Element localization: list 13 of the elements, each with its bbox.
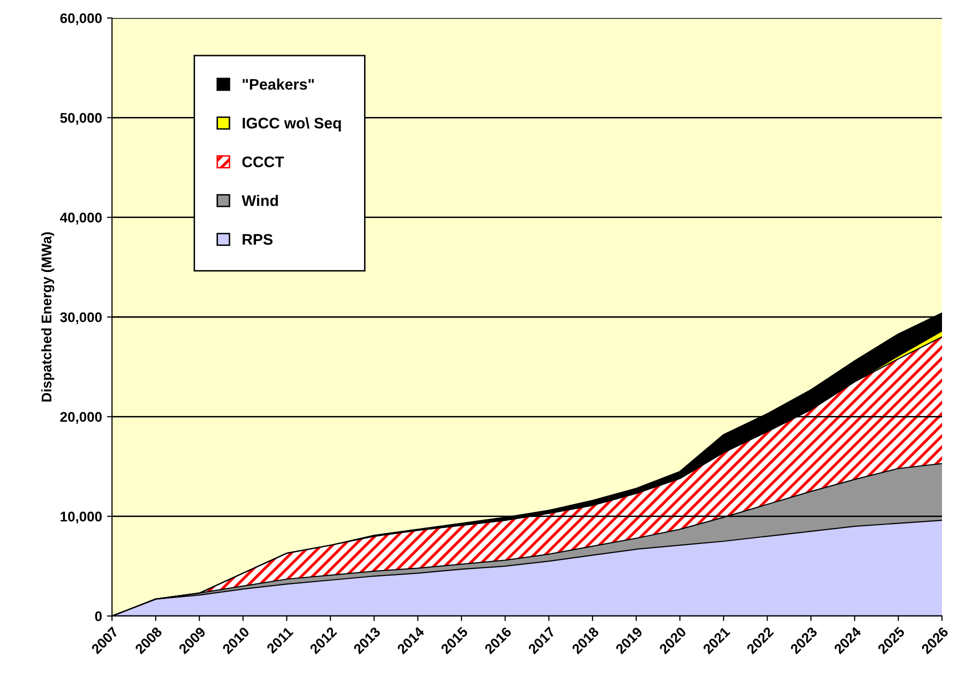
- y-tick-label: 50,000: [60, 113, 102, 125]
- y-tick-label: 30,000: [60, 312, 102, 324]
- legend-label: "Peakers": [242, 78, 314, 90]
- y-tick-label: 40,000: [60, 212, 102, 225]
- y-tick-label: 20,000: [60, 412, 102, 424]
- y-tick-label: 10,000: [60, 512, 102, 524]
- y-axis-title: Dispatched Energy (MWa): [41, 232, 54, 402]
- legend-label: CCCT: [242, 156, 284, 168]
- y-tick-label: 60,000: [60, 13, 102, 26]
- legend-label: RPS: [242, 234, 273, 245]
- y-tick-label: 0: [95, 611, 102, 622]
- legend-label: IGCC wo\ Seq: [242, 117, 341, 132]
- legend-label: Wind: [242, 194, 278, 206]
